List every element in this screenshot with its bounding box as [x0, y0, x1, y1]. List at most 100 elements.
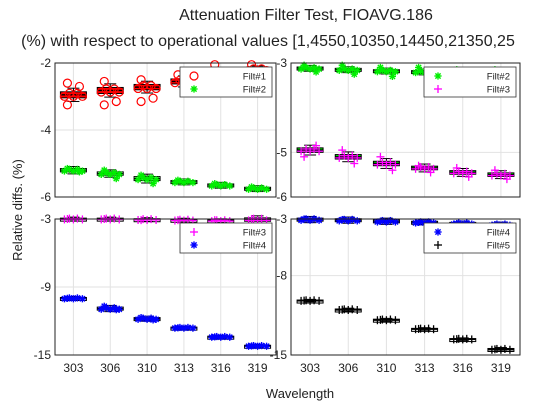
- data-point: [391, 218, 400, 226]
- data-point: [226, 333, 234, 341]
- panel-top-left: -6 -4 -2 Filt#1 Filt#2: [40, 56, 277, 204]
- outlier-point: [99, 76, 109, 87]
- legend-entry: Filt#5: [487, 241, 510, 252]
- outlier-point: [62, 100, 73, 110]
- marker-stroke: [74, 294, 81, 301]
- x-tick-label: 313: [415, 361, 435, 375]
- data-point: [146, 81, 156, 91]
- data-point: [335, 153, 344, 162]
- outlier-point: [111, 96, 121, 107]
- marker-stroke: [263, 186, 270, 193]
- data-point: [315, 216, 323, 224]
- marker-stroke: [113, 175, 120, 182]
- outlier-point: [148, 93, 158, 103]
- x-axis-label: Wavelength: [266, 386, 334, 401]
- data-point: [109, 84, 119, 94]
- outlier-point: [464, 172, 473, 181]
- marker-stroke: [258, 184, 265, 192]
- data-point: [449, 169, 458, 178]
- outlier-point: [490, 345, 499, 354]
- outlier-point: [173, 216, 182, 225]
- outlier-point: [338, 305, 347, 314]
- x-tick-label: 319: [491, 361, 511, 375]
- outlier-point: [300, 61, 308, 69]
- marker-stroke: [339, 216, 346, 223]
- legend-entry: Filt#2: [487, 72, 510, 83]
- chart-subtitle: (%) with respect to operational values […: [21, 33, 515, 50]
- outlier-point: [99, 100, 109, 110]
- y-tick-label: -3: [276, 212, 287, 226]
- x-tick-label: 306: [100, 361, 120, 375]
- data-point: [386, 315, 395, 324]
- outlier-point: [376, 315, 385, 324]
- marker-stroke: [116, 171, 123, 178]
- marker-stroke: [174, 177, 182, 184]
- data-point: [170, 78, 180, 88]
- marker-stroke: [312, 68, 320, 76]
- y-tick-label: -3: [276, 56, 287, 70]
- legend-box: [179, 222, 273, 254]
- marker-stroke: [434, 228, 442, 236]
- y-tick-label: -5: [276, 145, 287, 159]
- y-tick-label: -6: [276, 190, 287, 204]
- data-point: [505, 345, 514, 354]
- x-tick-label: 316: [211, 361, 231, 375]
- marker-stroke: [263, 343, 270, 350]
- outlier-point: [211, 333, 219, 341]
- outlier-point: [112, 174, 120, 183]
- outlier-point: [149, 180, 157, 188]
- marker-stroke: [248, 183, 255, 191]
- data-point: [189, 324, 197, 332]
- outlier-point: [414, 63, 423, 72]
- outlier-point: [63, 164, 72, 173]
- outlier-point: [137, 171, 145, 179]
- marker-stroke: [415, 219, 422, 226]
- outlier-point: [388, 166, 397, 175]
- marker-stroke: [349, 65, 356, 73]
- outlier-point: [388, 72, 397, 80]
- outlier-point: [452, 335, 461, 344]
- data-point: [315, 296, 324, 305]
- chart-title: Attenuation Filter Test, FIOAVG.186: [179, 7, 433, 24]
- legend-entry: Filt#4: [243, 241, 266, 252]
- outlier-point: [136, 96, 146, 107]
- y-tick-label: -6: [40, 190, 51, 204]
- outlier-point: [376, 63, 385, 72]
- marker-stroke: [189, 179, 197, 186]
- marker-stroke: [184, 178, 192, 185]
- y-tick-label: -15: [34, 348, 52, 362]
- x-tick-label: 310: [376, 361, 396, 375]
- marker-stroke: [101, 167, 108, 174]
- data-point: [391, 160, 400, 169]
- marker-stroke: [226, 334, 233, 341]
- data-point: [386, 216, 395, 225]
- data-point: [416, 163, 425, 172]
- data-point: [310, 144, 319, 153]
- legend: Filt#3 Filt#4: [179, 222, 273, 254]
- x-tick-label: 306: [338, 361, 358, 375]
- outlier-point: [300, 152, 309, 161]
- data-point: [353, 217, 361, 225]
- marker-stroke: [415, 64, 422, 71]
- legend-box: [423, 222, 517, 254]
- data-point: [391, 68, 400, 76]
- axes-frame: [54, 62, 277, 198]
- data-point: [257, 341, 266, 350]
- series-filt4: [59, 294, 272, 350]
- marker-stroke: [351, 71, 358, 78]
- marker-stroke: [258, 342, 265, 349]
- data-point: [257, 184, 266, 192]
- data-point: [467, 335, 476, 344]
- outlier-point: [62, 78, 73, 88]
- axes-frame: [290, 62, 521, 198]
- outlier-point: [136, 75, 146, 85]
- outlier-point: [338, 215, 346, 224]
- legend-marker: [190, 228, 198, 236]
- outlier-point: [211, 180, 219, 188]
- outlier-point: [350, 70, 358, 78]
- legend-entry: Filt#3: [487, 85, 510, 96]
- data-point: [458, 169, 467, 178]
- marker-stroke: [149, 180, 157, 187]
- marker-stroke: [149, 316, 157, 323]
- outlier-point: [112, 306, 120, 314]
